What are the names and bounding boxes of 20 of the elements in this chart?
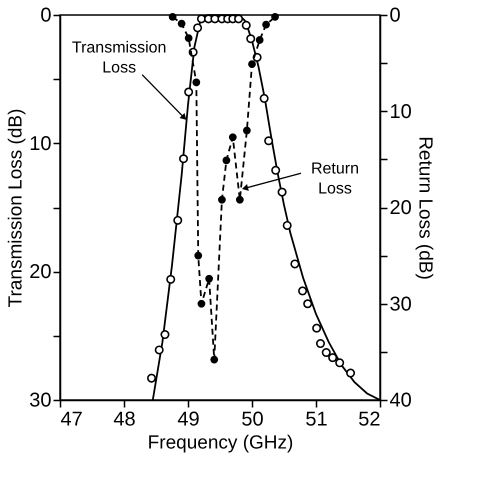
y2-tick-label: 10 <box>390 100 412 123</box>
y-tick-label: 10 <box>29 132 52 155</box>
y-tick-label: 0 <box>40 4 52 26</box>
annotation: Return Loss <box>310 160 359 198</box>
x-tick-label: 51 <box>305 408 328 430</box>
y2-tick-label: 30 <box>390 293 412 316</box>
y2-tick-label: 40 <box>390 390 412 412</box>
y2-tick-label: 20 <box>390 197 412 219</box>
x-tick-label: 50 <box>241 408 264 430</box>
y-axis-title: Transmission Loss (dB) <box>5 108 26 308</box>
x-tick-label: 48 <box>113 408 136 430</box>
y-tick-label: 20 <box>29 261 52 284</box>
x-tick-label: 52 <box>358 408 380 430</box>
x-tick-label: 47 <box>60 408 83 430</box>
annotation: Transmission Loss <box>72 40 166 77</box>
y2-tick-label: 0 <box>390 4 401 26</box>
y2-axis-title: Return Loss (dB) <box>414 136 436 280</box>
x-axis-title: Frequency (GHz) <box>148 432 294 454</box>
x-tick-label: 49 <box>177 408 200 430</box>
y-tick-label: 30 <box>29 390 52 412</box>
